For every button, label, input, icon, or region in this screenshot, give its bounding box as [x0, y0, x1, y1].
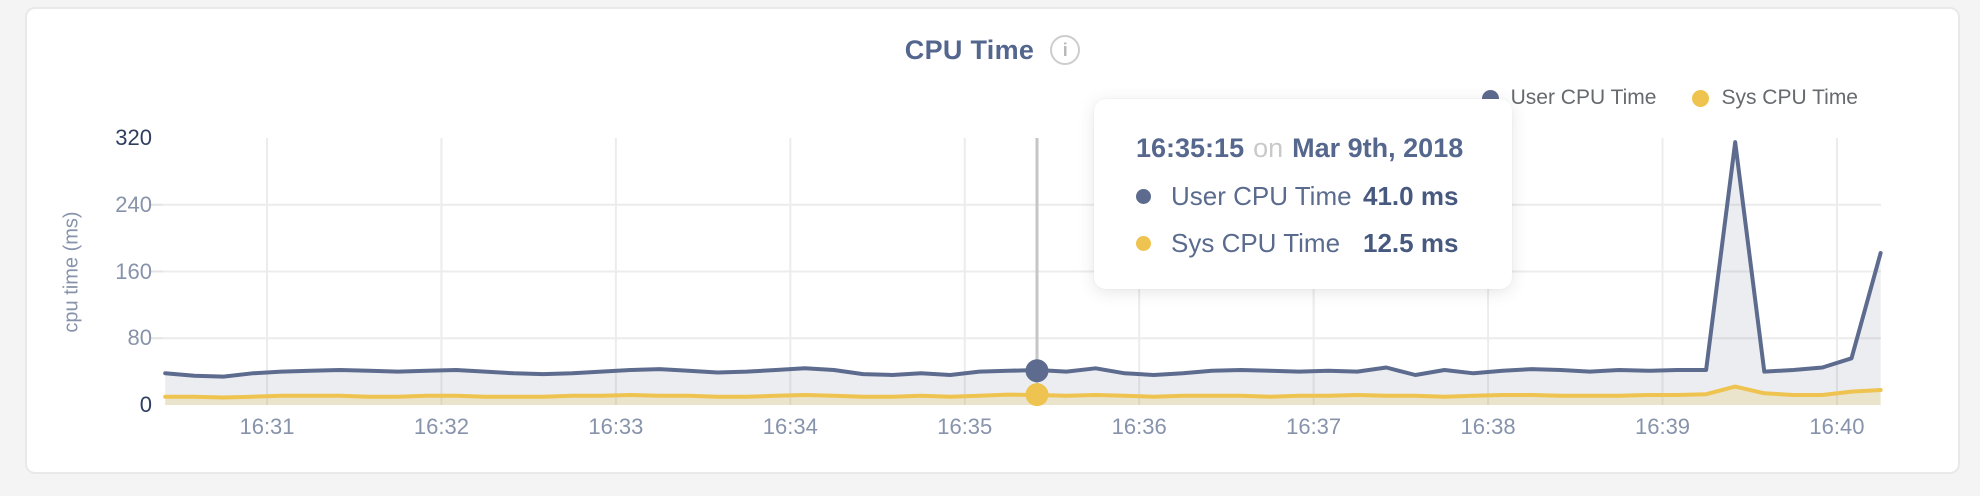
x-tick-label: 16:32 [413, 414, 469, 439]
tooltip-label-user: User CPU Time [1171, 181, 1352, 211]
y-axis-title: cpu time (ms) [60, 211, 83, 333]
tooltip-date: Mar 9th, 2018 [1292, 133, 1464, 163]
chart-header: CPU Time i [25, 30, 1960, 70]
tooltip-row-user: User CPU Time 41.0 ms [1136, 181, 1512, 211]
tooltip-time: 16:35:15 [1136, 133, 1245, 163]
y-tick-label: 0 [139, 392, 152, 417]
x-tick-label: 16:36 [1111, 414, 1167, 439]
x-tick-label: 16:33 [588, 414, 644, 439]
sys-cpu-time-hover-dot [1025, 383, 1049, 407]
tooltip-title: 16:35:15 on Mar 9th, 2018 [1136, 133, 1512, 164]
x-tick-label: 16:37 [1286, 414, 1342, 439]
tooltip-dot-sys-icon [1136, 235, 1151, 251]
x-tick-label: 16:38 [1460, 414, 1516, 439]
legend-label-user: User CPU Time [1510, 86, 1657, 109]
chart-title: CPU Time [904, 34, 1035, 65]
y-tick-label: 160 [115, 258, 152, 284]
x-tick-label: 16:31 [239, 414, 295, 439]
tooltip-row-sys: Sys CPU Time 12.5 ms [1136, 228, 1512, 258]
y-tick-label: 240 [115, 191, 152, 217]
legend-label-sys: Sys CPU Time [1721, 86, 1858, 109]
sys-cpu-time-line [163, 384, 1883, 400]
x-tick-label: 16:39 [1634, 414, 1691, 439]
tooltip-value-sys: 12.5 ms [1363, 228, 1459, 258]
y-tick-label: 80 [127, 325, 152, 351]
user-cpu-time-area [165, 142, 1881, 405]
tooltip-dot-user-icon [1136, 188, 1151, 204]
user-cpu-time-line [163, 140, 1883, 379]
user-cpu-time-hover-dot [1025, 359, 1049, 383]
x-tick-label: 16:40 [1809, 414, 1865, 439]
legend: User CPU Time Sys CPU Time [1481, 86, 1858, 110]
legend-dot-sys-icon [1692, 89, 1710, 107]
chart-tooltip: 16:35:15 on Mar 9th, 2018 User CPU Time 41… [1094, 99, 1512, 289]
tooltip-value-user: 41.0 ms [1363, 181, 1459, 211]
legend-item-sys-cpu-time[interactable]: Sys CPU Time [1692, 86, 1858, 110]
tooltip-label-sys: Sys CPU Time [1171, 228, 1341, 258]
tooltip-conjunction: on [1253, 133, 1284, 163]
y-tick-label: 320 [115, 125, 152, 150]
info-icon[interactable]: i [1050, 35, 1081, 65]
x-tick-label: 16:34 [762, 414, 818, 439]
x-tick-label: 16:35 [937, 414, 993, 439]
